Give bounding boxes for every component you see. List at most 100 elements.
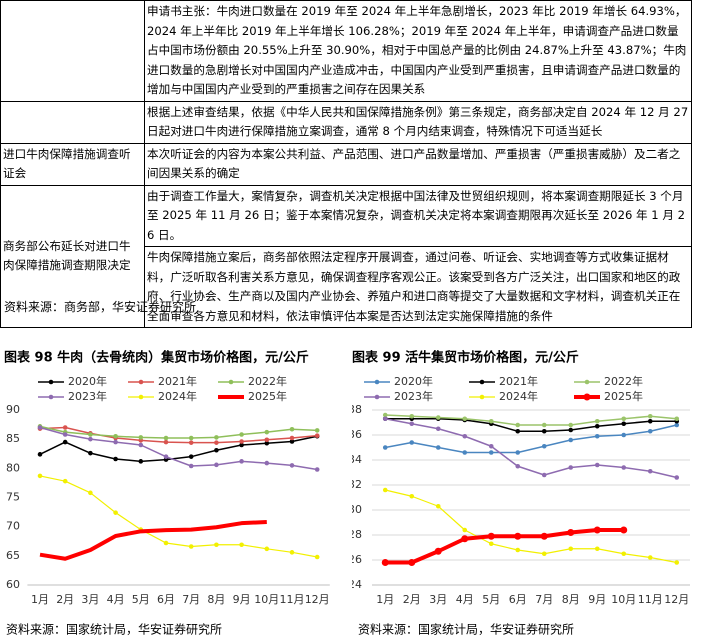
legend-label: 2025年 — [604, 389, 643, 403]
legend-label: 2025年 — [248, 389, 287, 403]
point — [188, 454, 194, 459]
y-tick-label: 24 — [352, 578, 362, 591]
x-tick-label: 11月 — [280, 593, 305, 606]
x-tick-label: 12月 — [664, 593, 689, 606]
point — [289, 463, 295, 468]
point — [647, 555, 653, 560]
point — [621, 551, 627, 557]
point — [289, 439, 295, 444]
point — [264, 437, 270, 443]
series-line — [39, 475, 318, 558]
point — [488, 443, 494, 449]
point — [214, 447, 219, 453]
point — [314, 428, 320, 433]
point — [593, 526, 601, 534]
x-tick-label: 8月 — [207, 593, 225, 606]
point — [314, 554, 320, 560]
x-tick-label: 5月 — [482, 593, 500, 606]
point — [381, 559, 389, 566]
legend-marker — [228, 379, 234, 385]
point — [541, 428, 547, 434]
point — [138, 442, 144, 448]
table-cell: 根据上述审查结果，依据《中华人民共和国保障措施条例》第三条规定，商务部决定自 2… — [144, 100, 692, 144]
point — [88, 432, 93, 437]
point — [289, 435, 295, 441]
series-line — [39, 435, 318, 463]
table-cell — [0, 100, 145, 144]
y-tick-label: 85 — [6, 432, 20, 445]
x-tick-label: 2月 — [403, 593, 421, 606]
point — [674, 416, 680, 422]
point — [113, 456, 118, 462]
info-table: 申请书主张：牛肉进口数量在 2019 年至 2024 年上半年急剧增长，2023… — [0, 0, 692, 328]
source-note: 资料来源：国家统计局，华安证券研究所 — [358, 622, 574, 637]
table-row: 根据上述审查结果，依据《中华人民共和国保障措施条例》第三条规定，商务部决定自 2… — [0, 100, 692, 144]
point — [239, 442, 244, 448]
point — [382, 445, 388, 450]
series-line — [39, 426, 318, 471]
series-line — [385, 418, 677, 432]
point — [462, 527, 468, 533]
series-line — [385, 418, 677, 479]
point — [409, 493, 415, 499]
point — [621, 432, 627, 438]
point — [62, 478, 68, 484]
table-cell: 由于调查工作量大，案情复杂，调查机关决定根据中国法律及世贸组织规则，将本案调查期… — [144, 184, 692, 247]
point — [382, 487, 388, 493]
y-tick-label: 34 — [352, 453, 362, 466]
series-line — [385, 424, 677, 454]
point — [461, 535, 469, 543]
point — [647, 428, 653, 434]
point — [37, 452, 43, 457]
table-row: 商务部公布延长对进口牛肉保障措施调查期限决定 由于调查工作量大，案情复杂，调查机关… — [0, 184, 692, 328]
point — [113, 439, 118, 445]
series-line — [39, 426, 318, 444]
legend-label: 2020年 — [68, 374, 107, 388]
point — [62, 425, 68, 430]
point — [163, 435, 169, 441]
point — [264, 460, 270, 466]
point — [541, 443, 547, 449]
point — [647, 413, 653, 419]
point — [674, 475, 680, 480]
x-tick-label: 4月 — [456, 593, 474, 606]
x-tick-label: 2月 — [56, 593, 74, 606]
legend-label: 2020年 — [394, 374, 433, 388]
point — [382, 416, 388, 422]
point — [541, 551, 547, 557]
point — [188, 440, 194, 445]
point — [568, 546, 574, 552]
point — [409, 413, 415, 419]
x-tick-label: 1月 — [376, 593, 394, 606]
point — [163, 439, 169, 445]
point — [488, 450, 494, 455]
series-line — [385, 414, 677, 426]
x-tick-label: 3月 — [81, 593, 99, 606]
point — [188, 435, 194, 441]
x-tick-label: 9月 — [233, 593, 251, 606]
point — [435, 415, 441, 420]
point — [621, 421, 627, 427]
series-line — [39, 425, 318, 439]
table-row: 进口牛肉保障措施调查听证会 本次听证会的内容为本案公共利益、产品范围、进口产品数量… — [0, 142, 692, 186]
x-tick-label: 7月 — [182, 593, 200, 606]
point — [647, 468, 653, 474]
y-tick-label: 65 — [6, 549, 20, 562]
point — [568, 465, 574, 470]
legend-marker — [583, 393, 591, 401]
point — [515, 450, 521, 455]
point — [113, 433, 118, 439]
legend-label: 2023年 — [68, 389, 107, 403]
point — [674, 422, 680, 428]
y-tick-label: 80 — [6, 461, 20, 474]
point — [264, 546, 270, 552]
y-tick-label: 70 — [6, 520, 20, 533]
x-tick-label: 1月 — [31, 593, 49, 606]
legend-marker — [48, 379, 54, 385]
point — [409, 440, 415, 445]
point — [214, 435, 219, 440]
point — [462, 433, 468, 439]
x-tick-label: 10月 — [611, 593, 636, 606]
legend-label: 2021年 — [499, 374, 538, 388]
legend-marker — [374, 379, 380, 385]
